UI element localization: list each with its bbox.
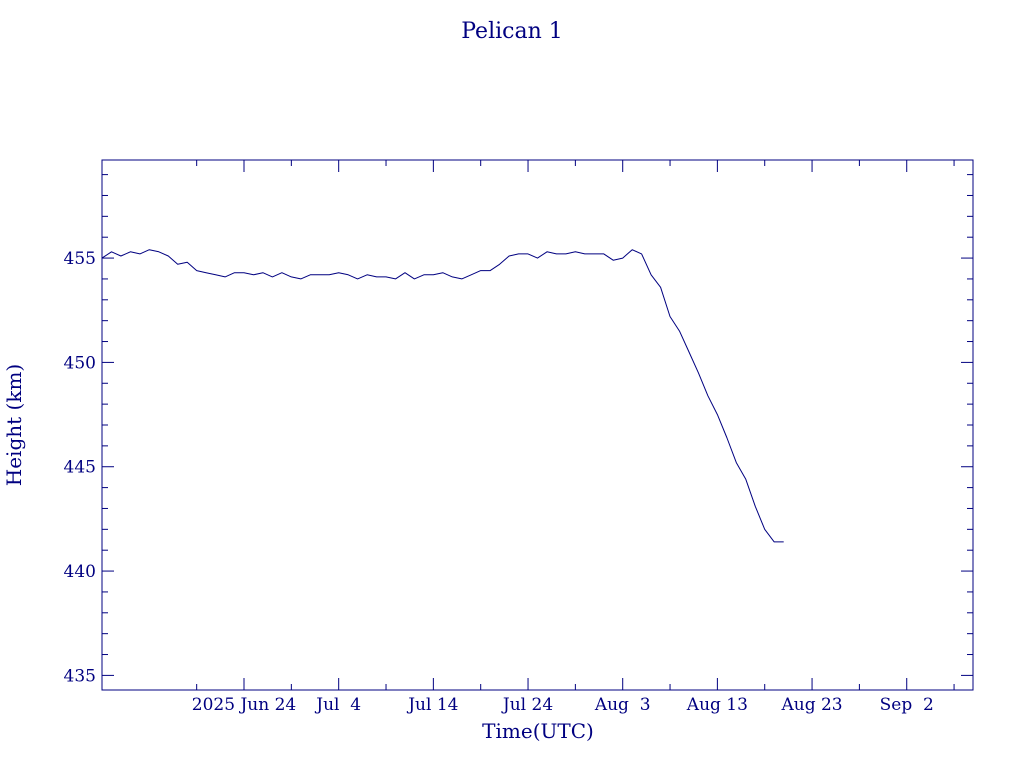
chart-title: Pelican 1: [461, 19, 563, 44]
x-tick-label: Sep 2: [880, 695, 934, 715]
x-tick-label: Jul 4: [314, 695, 361, 715]
height-series-line: [101, 249, 784, 543]
x-tick-label: Jul 14: [406, 695, 458, 715]
y-tick-label: 450: [64, 353, 96, 373]
x-axis: 2025 Jun 24 Jul 4 Jul 14 Jul 24 Aug 3 Aug 13 A…: [192, 160, 955, 715]
x-tick-label: Aug 23: [780, 695, 842, 715]
series-layer: [101, 249, 784, 543]
y-tick-label: 440: [64, 562, 96, 582]
y-axis: 435 440 445 450 455: [64, 174, 973, 686]
plot-frame: [101, 159, 974, 691]
y-tick-label: 455: [64, 249, 96, 269]
y-tick-label: 445: [64, 458, 96, 478]
x-tick-label: Jul 24: [501, 695, 553, 715]
x-tick-label: Aug 13: [686, 695, 748, 715]
y-tick-label: 435: [64, 666, 96, 686]
x-axis-label: Time(UTC): [482, 719, 594, 743]
y-axis-label: Height (km): [2, 364, 26, 486]
x-tick-label: Aug 3: [594, 695, 651, 715]
x-tick-label: 2025 Jun 24: [192, 695, 296, 715]
